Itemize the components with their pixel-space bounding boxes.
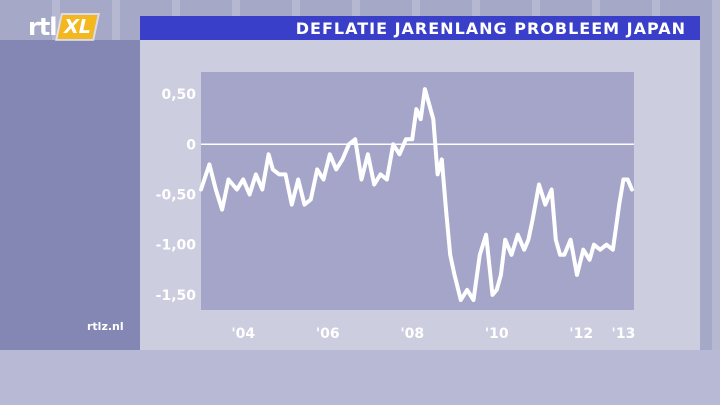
y-axis-ticks: 0,50 0 -0,50 -1,00 -1,50 xyxy=(156,87,197,304)
x-tick-label: '10 xyxy=(485,326,509,342)
footer-site-link[interactable]: rtlz.nl xyxy=(87,320,124,333)
rtlxl-logo: rtl XL xyxy=(28,12,97,42)
x-tick-label: '13 xyxy=(612,326,636,342)
y-tick-label: -1,50 xyxy=(156,288,197,304)
series-line xyxy=(199,87,634,302)
bottom-band xyxy=(0,350,720,405)
x-axis-ticks: '04 '06 '08 '10 '12 '13 xyxy=(231,326,635,342)
series-layer xyxy=(199,87,634,302)
x-tick-label: '12 xyxy=(569,326,593,342)
left-panel xyxy=(0,40,140,350)
title-bar: DEFLATIE JARENLANG PROBLEEM JAPAN xyxy=(140,16,700,40)
x-tick-label: '06 xyxy=(316,326,340,342)
x-tick-label: '08 xyxy=(400,326,424,342)
logo-rtl-text: rtl xyxy=(28,13,58,41)
y-tick-label: 0 xyxy=(186,137,196,153)
y-tick-label: -0,50 xyxy=(156,188,197,204)
y-tick-label: 0,50 xyxy=(161,87,196,103)
y-tick-label: -1,00 xyxy=(156,238,197,254)
chart-title: DEFLATIE JARENLANG PROBLEEM JAPAN xyxy=(295,18,686,38)
x-tick-label: '04 xyxy=(231,326,255,342)
